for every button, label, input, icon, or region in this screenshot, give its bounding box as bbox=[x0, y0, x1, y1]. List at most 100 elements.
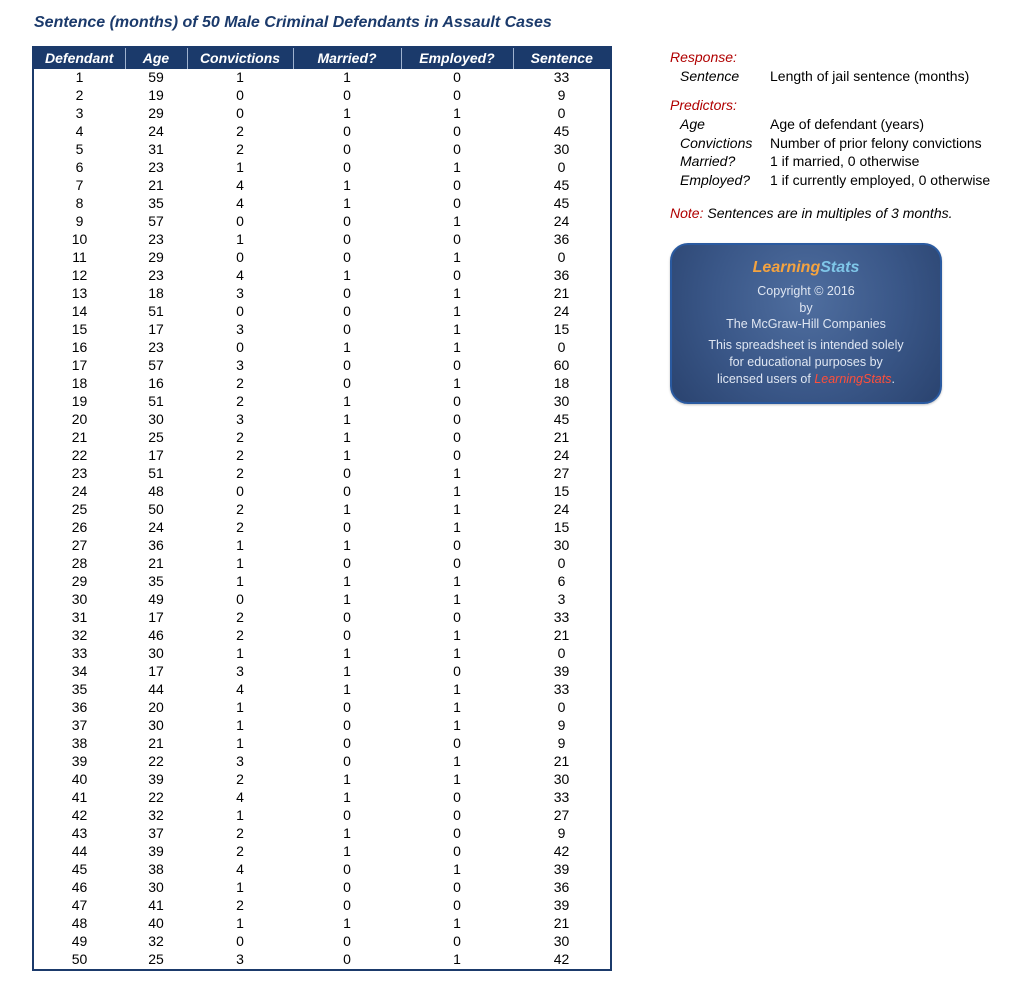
table-cell: 23 bbox=[125, 159, 187, 177]
table-cell: 0 bbox=[401, 609, 513, 627]
badge-line5: for educational purposes by bbox=[686, 354, 926, 371]
table-cell: 1 bbox=[401, 375, 513, 393]
predictor-term: Employed? bbox=[680, 171, 770, 190]
table-cell: 1 bbox=[401, 699, 513, 717]
predictor-desc: Number of prior felony convictions bbox=[770, 134, 990, 153]
table-cell: 4 bbox=[187, 267, 293, 285]
table-cell: 0 bbox=[187, 213, 293, 231]
table-cell: 44 bbox=[33, 843, 125, 861]
table-cell: 29 bbox=[125, 249, 187, 267]
predictors-heading: Predictors: bbox=[670, 96, 990, 115]
table-row: 195121030 bbox=[33, 393, 611, 411]
table-cell: 25 bbox=[125, 951, 187, 970]
table-cell: 30 bbox=[513, 141, 611, 159]
table-cell: 42 bbox=[513, 843, 611, 861]
table-cell: 22 bbox=[33, 447, 125, 465]
table-row: 33301110 bbox=[33, 645, 611, 663]
table-cell: 23 bbox=[125, 267, 187, 285]
table-cell: 0 bbox=[293, 465, 401, 483]
table-cell: 30 bbox=[513, 933, 611, 951]
table-cell: 9 bbox=[513, 825, 611, 843]
table-cell: 16 bbox=[33, 339, 125, 357]
table-cell: 26 bbox=[33, 519, 125, 537]
table-cell: 2 bbox=[187, 465, 293, 483]
table-cell: 1 bbox=[401, 501, 513, 519]
table-cell: 2 bbox=[187, 141, 293, 159]
table-cell: 48 bbox=[125, 483, 187, 501]
table-cell: 2 bbox=[187, 501, 293, 519]
table-cell: 36 bbox=[513, 231, 611, 249]
table-row: 255021124 bbox=[33, 501, 611, 519]
table-cell: 39 bbox=[513, 897, 611, 915]
table-row: 6231010 bbox=[33, 159, 611, 177]
badge-line6: licensed users of LearningStats. bbox=[686, 371, 926, 388]
table-cell: 37 bbox=[125, 825, 187, 843]
table-cell: 0 bbox=[401, 231, 513, 249]
table-cell: 0 bbox=[187, 339, 293, 357]
table-cell: 0 bbox=[293, 321, 401, 339]
table-cell: 2 bbox=[187, 825, 293, 843]
badge-brand: LearningStats bbox=[686, 257, 926, 279]
badge-line2: by bbox=[686, 300, 926, 317]
table-cell: 1 bbox=[187, 915, 293, 933]
table-row: 43372109 bbox=[33, 825, 611, 843]
predictor-desc: 1 if married, 0 otherwise bbox=[770, 152, 990, 171]
table-cell: 21 bbox=[125, 735, 187, 753]
table-cell: 0 bbox=[401, 807, 513, 825]
table-cell: 3 bbox=[187, 663, 293, 681]
table-cell: 2 bbox=[187, 447, 293, 465]
table-cell: 19 bbox=[125, 87, 187, 105]
badge-line3: The McGraw-Hill Companies bbox=[686, 316, 926, 333]
table-cell: 1 bbox=[293, 429, 401, 447]
table-cell: 30 bbox=[513, 771, 611, 789]
table-cell: 31 bbox=[33, 609, 125, 627]
table-row: 403921130 bbox=[33, 771, 611, 789]
table-row: 443921042 bbox=[33, 843, 611, 861]
table-cell: 0 bbox=[401, 267, 513, 285]
table-cell: 8 bbox=[33, 195, 125, 213]
table-cell: 1 bbox=[187, 699, 293, 717]
table-row: 453840139 bbox=[33, 861, 611, 879]
table-cell: 29 bbox=[125, 105, 187, 123]
table-cell: 46 bbox=[125, 627, 187, 645]
note-text: Sentences are in multiples of 3 months. bbox=[703, 205, 952, 221]
table-row: 83541045 bbox=[33, 195, 611, 213]
table-cell: 57 bbox=[125, 213, 187, 231]
table-cell: 0 bbox=[513, 249, 611, 267]
table-row: 11290010 bbox=[33, 249, 611, 267]
table-cell: 1 bbox=[187, 231, 293, 249]
table-cell: 45 bbox=[513, 195, 611, 213]
table-cell: 2 bbox=[187, 771, 293, 789]
table-cell: 25 bbox=[125, 429, 187, 447]
table-cell: 36 bbox=[513, 267, 611, 285]
page-title: Sentence (months) of 50 Male Criminal De… bbox=[34, 14, 992, 32]
table-cell: 0 bbox=[513, 699, 611, 717]
predictor-row: AgeAge of defendant (years) bbox=[680, 115, 990, 134]
table-cell: 18 bbox=[125, 285, 187, 303]
table-cell: 27 bbox=[33, 537, 125, 555]
table-cell: 1 bbox=[401, 591, 513, 609]
table-cell: 49 bbox=[125, 591, 187, 609]
table-cell: 30 bbox=[125, 879, 187, 897]
table-cell: 9 bbox=[33, 213, 125, 231]
table-cell: 1 bbox=[187, 69, 293, 87]
table-cell: 21 bbox=[513, 429, 611, 447]
table-cell: 2 bbox=[187, 843, 293, 861]
table-cell: 3 bbox=[187, 357, 293, 375]
table-cell: 21 bbox=[513, 627, 611, 645]
table-cell: 1 bbox=[293, 681, 401, 699]
table-cell: 24 bbox=[33, 483, 125, 501]
table-row: 484011121 bbox=[33, 915, 611, 933]
table-cell: 21 bbox=[125, 555, 187, 573]
table-cell: 1 bbox=[187, 879, 293, 897]
table-cell: 1 bbox=[401, 213, 513, 231]
table-cell: 4 bbox=[187, 681, 293, 699]
table-row: 474120039 bbox=[33, 897, 611, 915]
table-cell: 0 bbox=[293, 951, 401, 970]
note-label: Note: bbox=[670, 205, 703, 221]
table-cell: 1 bbox=[401, 159, 513, 177]
predictor-row: Married?1 if married, 0 otherwise bbox=[680, 152, 990, 171]
table-cell: 31 bbox=[125, 141, 187, 159]
table-cell: 0 bbox=[293, 627, 401, 645]
table-cell: 22 bbox=[125, 789, 187, 807]
